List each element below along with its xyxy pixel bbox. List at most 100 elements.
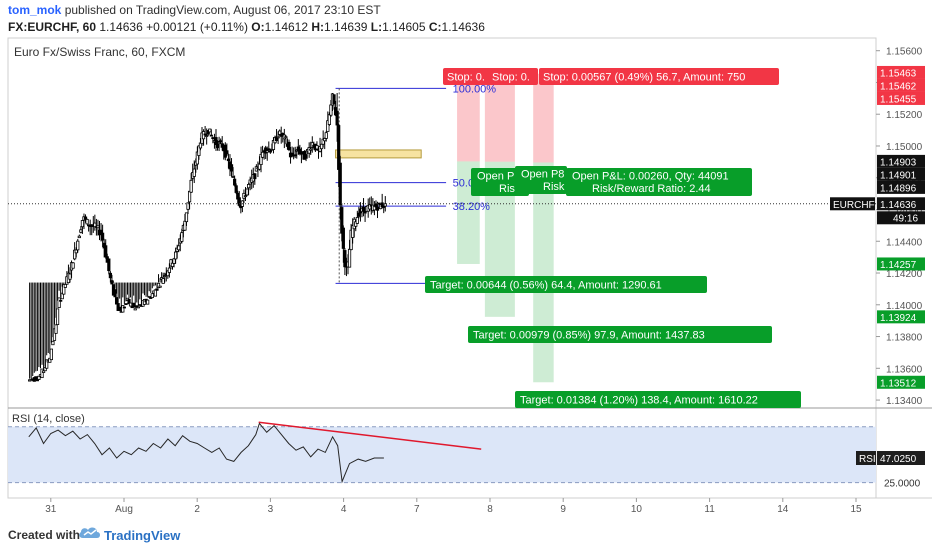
candle-body [253,173,257,180]
time-tick-label: 2 [194,504,200,515]
low-label: L: [370,20,383,34]
candle-body [309,148,313,151]
candle [118,282,122,311]
candle [45,282,49,369]
candle-body [347,248,352,268]
candle-body [71,262,75,269]
price-tag-label: 1.14896 [880,183,917,194]
candle-body [243,195,248,198]
fib-highlight-zone[interactable] [335,149,422,159]
price-axis[interactable]: 1.156001.154001.152001.150001.148001.146… [830,47,925,407]
price-tick-label: 1.14000 [886,301,923,312]
price-tag-stop [877,91,925,105]
price-tag-label: 1.15462 [880,81,917,92]
candle-body [132,302,136,308]
candle-body [229,164,234,172]
rsi-pane: 25.0000 RSI 47.0250 [8,421,925,490]
candle-body [217,141,221,145]
candle [209,129,213,137]
candle [77,234,81,239]
open-label-box-2[interactable] [515,166,567,194]
candle-body [187,190,192,203]
price-tick-label: 1.13400 [886,396,923,407]
target-label-box-1[interactable] [425,276,707,293]
candle-body [219,140,223,143]
candle-body [231,176,235,178]
target-label-box-2[interactable] [468,326,772,343]
candle-body [74,249,78,254]
candle-body [59,299,63,302]
candle [208,128,212,133]
stop-label-box-1[interactable] [443,68,491,85]
stop-label-box-3[interactable] [539,68,779,85]
publish-line: tom_mok published on TradingView.com, Au… [8,3,381,17]
candle-body [205,135,209,137]
price-tag-label: 1.14901 [880,170,917,181]
rsi-band-fill [8,426,876,483]
candle-body [156,282,161,289]
candle-body [40,368,44,379]
tradingview-brand[interactable]: TradingView [104,528,181,543]
price-tag-label: 1.15463 [880,68,917,79]
candle [304,150,308,162]
candle-body [76,240,80,251]
target-zone-3[interactable] [533,162,554,383]
candle-body [209,134,213,137]
open-label-box-1[interactable] [471,168,529,196]
target-label-box-3[interactable] [515,391,801,408]
candle-body [192,168,196,177]
candle [156,274,161,289]
high-label: H: [311,20,325,34]
open-label-line1: Open P8 [521,169,564,181]
time-axis[interactable]: 31 Aug 2 3 4 7 8 9 10 11 14 15 [45,498,862,515]
candle-body [155,288,159,291]
candle-body [57,297,61,308]
candle-body [245,188,249,196]
candle-body [96,225,100,229]
price-tick-label: 1.14200 [886,269,923,280]
candle [253,172,257,185]
created-with-text: Created with [8,528,81,542]
price-tag-neutral [877,180,925,194]
candle-body [122,306,126,309]
stop-zone-2[interactable] [484,72,515,162]
author-name[interactable]: tom_mok [8,3,62,17]
candle-body [320,143,324,150]
candle-body [183,220,187,231]
candle-body [77,235,81,239]
candle-body [203,133,207,136]
time-tick-label: Aug [115,504,133,515]
stop-zone-1[interactable] [457,72,480,162]
time-tick-label: 8 [487,504,493,515]
candle [76,238,80,253]
candle-body [225,150,229,155]
candle-body [276,136,280,139]
candle [383,196,387,212]
candle [49,282,53,361]
time-tick-label: 31 [45,504,57,515]
candle-body [124,303,128,306]
open-label-box-3[interactable] [566,168,752,196]
rsi-value-label: 47.0250 [880,454,917,465]
candle-body [332,94,336,105]
candle-body [304,154,308,159]
stop-label-text: Stop: 0.00567 (0.49%) 56.7, Amount: 750 [543,72,745,84]
rsi-title: RSI (14, close) [12,413,85,425]
candle-body [324,132,328,139]
candle-body [233,178,237,186]
candle-body [383,203,387,207]
candle-body [329,104,333,116]
candle-body [268,150,272,153]
symbol-tag-label: EURCHF [833,200,875,211]
candle [71,262,75,269]
published-text: published on TradingView.com, August 06,… [64,3,381,17]
stop-label-box-2[interactable] [488,68,538,85]
price-tag-stop [877,65,925,79]
candle-body [375,206,380,211]
stop-zone-3[interactable] [533,73,554,163]
rsi-trendline[interactable] [258,421,482,450]
low-value: 1.14605 [382,20,426,34]
price-tick-label: 1.14400 [886,237,923,248]
